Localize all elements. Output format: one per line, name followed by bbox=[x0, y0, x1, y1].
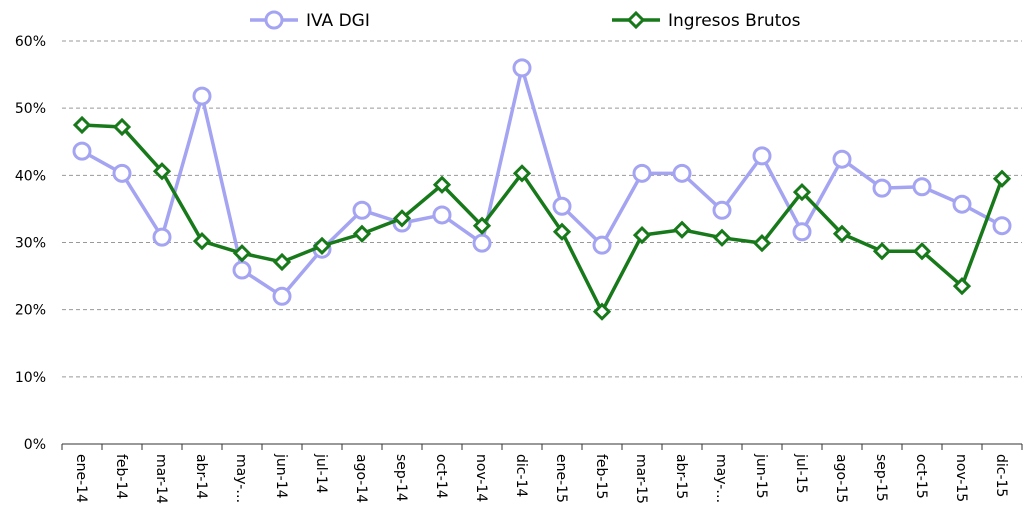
x-tick-label: ago-14 bbox=[353, 454, 369, 503]
point bbox=[312, 236, 332, 255]
point bbox=[872, 178, 892, 198]
y-tick-label: 60% bbox=[15, 34, 46, 50]
point bbox=[432, 205, 452, 225]
point bbox=[832, 224, 852, 243]
x-tick-label: jun-14 bbox=[273, 453, 289, 499]
point bbox=[712, 200, 732, 220]
point bbox=[912, 242, 932, 261]
x-tick-label: may-… bbox=[713, 454, 729, 503]
point bbox=[272, 252, 292, 272]
x-tick-label: nov-15 bbox=[953, 454, 969, 502]
point bbox=[352, 224, 372, 243]
point bbox=[592, 235, 612, 255]
y-tick-label: 0% bbox=[24, 437, 46, 453]
x-tick-label: oct-15 bbox=[913, 454, 929, 499]
point bbox=[192, 86, 212, 106]
x-tick-label: nov-14 bbox=[473, 454, 489, 502]
y-tick-label: 20% bbox=[15, 303, 46, 319]
point bbox=[992, 169, 1012, 188]
x-tick-label: ago-15 bbox=[833, 454, 849, 503]
x-tick-label: mar-15 bbox=[633, 454, 649, 504]
point bbox=[112, 117, 132, 137]
x-tick-label: abr-15 bbox=[673, 454, 689, 499]
point bbox=[392, 209, 412, 228]
point bbox=[152, 227, 172, 247]
legend-label: Ingresos Brutos bbox=[668, 11, 801, 31]
x-tick-label: ene-15 bbox=[553, 454, 569, 503]
point bbox=[752, 234, 772, 253]
point bbox=[152, 162, 172, 181]
point bbox=[792, 222, 812, 242]
point bbox=[512, 58, 532, 78]
point bbox=[112, 163, 132, 183]
series-line bbox=[81, 123, 1004, 316]
point bbox=[992, 216, 1012, 236]
x-tick-label: feb-15 bbox=[593, 454, 609, 499]
point bbox=[592, 302, 612, 321]
point bbox=[192, 232, 212, 251]
x-tick-label: jul-14 bbox=[313, 453, 329, 494]
point bbox=[672, 220, 692, 239]
x-tick-label: dic-15 bbox=[993, 454, 1009, 497]
legend-label: IVA DGI bbox=[306, 11, 370, 31]
x-tick-label: sep-15 bbox=[873, 454, 889, 502]
x-tick-label: jun-15 bbox=[753, 453, 769, 499]
point bbox=[472, 233, 492, 253]
y-tick-label: 50% bbox=[15, 101, 46, 117]
x-tick-label: dic-14 bbox=[513, 454, 529, 497]
x-tick-label: may-… bbox=[233, 454, 249, 503]
point bbox=[912, 177, 932, 197]
x-tick-label: oct-14 bbox=[433, 454, 449, 499]
point bbox=[552, 222, 572, 241]
y-tick-label: 40% bbox=[15, 168, 46, 184]
x-tick-label: abr-14 bbox=[193, 454, 209, 499]
point bbox=[72, 115, 92, 135]
x-tick-label: ene-14 bbox=[73, 454, 89, 503]
y-tick-label: 10% bbox=[15, 370, 46, 386]
y-tick-label: 30% bbox=[15, 236, 46, 252]
point bbox=[952, 277, 972, 296]
point bbox=[832, 149, 852, 169]
point bbox=[752, 146, 772, 166]
point bbox=[632, 163, 652, 183]
point bbox=[792, 183, 812, 202]
point bbox=[512, 164, 532, 183]
point bbox=[232, 260, 252, 280]
point bbox=[272, 286, 292, 306]
x-tick-label: sep-14 bbox=[393, 454, 409, 502]
point bbox=[672, 163, 692, 183]
legend-marker bbox=[626, 10, 646, 30]
point bbox=[472, 216, 492, 235]
x-tick-label: feb-14 bbox=[113, 454, 129, 499]
point bbox=[872, 242, 892, 261]
legend-marker bbox=[264, 10, 284, 30]
point bbox=[72, 141, 92, 161]
point bbox=[432, 175, 452, 194]
point bbox=[632, 225, 652, 245]
x-tick-label: mar-14 bbox=[153, 454, 169, 504]
point bbox=[952, 194, 972, 214]
series-line bbox=[81, 60, 1003, 299]
x-tick-label: jul-15 bbox=[793, 453, 809, 494]
point bbox=[232, 244, 252, 263]
point bbox=[712, 228, 732, 247]
point bbox=[352, 200, 372, 220]
point bbox=[552, 196, 572, 216]
